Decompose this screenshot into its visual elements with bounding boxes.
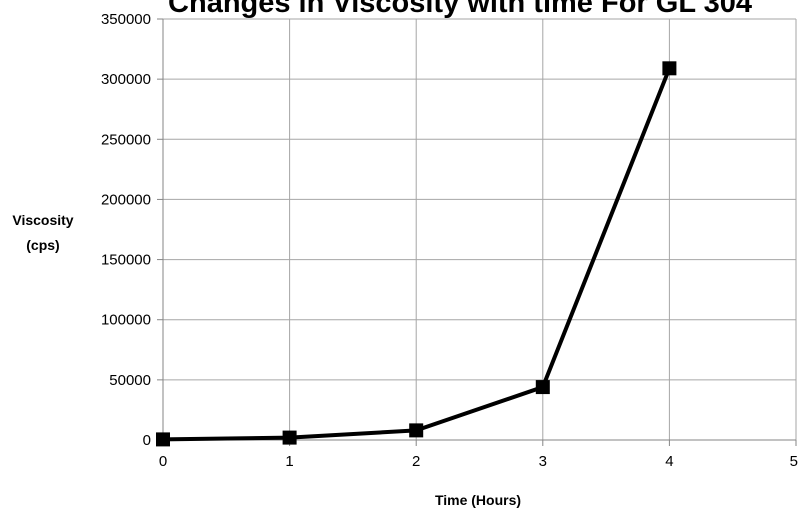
x-tick-label: 0	[159, 453, 167, 470]
y-axis-tick-labels: 0 50000 100000 150000 200000 250000 300000 3500…	[101, 11, 151, 449]
data-point-marker	[282, 430, 297, 445]
y-tick-label: 0	[143, 432, 151, 449]
series-viscosity	[156, 61, 677, 447]
data-point-marker	[662, 61, 677, 76]
x-tick-label: 4	[665, 453, 673, 470]
data-point-marker	[409, 423, 424, 438]
y-tick-label: 350000	[101, 11, 151, 28]
y-tick-label: 100000	[101, 312, 151, 329]
x-axis-tick-labels: 0 1 2 3 4 5	[159, 453, 798, 470]
axes	[157, 18, 797, 446]
chart-title: Changes in Viscosity with time For GL 30…	[168, 0, 752, 19]
x-axis-label: Time (Hours)	[435, 492, 521, 508]
y-tick-label: 300000	[101, 71, 151, 88]
x-tick-label: 1	[285, 453, 293, 470]
y-tick-label: 200000	[101, 191, 151, 208]
y-axis-label-line-1: Viscosity	[12, 212, 73, 228]
data-point-marker	[156, 432, 170, 447]
x-tick-label: 3	[539, 453, 547, 470]
y-tick-label: 250000	[101, 131, 151, 148]
vertical-gridlines	[289, 19, 797, 440]
x-tick-label: 5	[790, 453, 798, 470]
y-axis-label-line-2: (cps)	[26, 237, 59, 253]
y-tick-label: 50000	[109, 372, 151, 389]
y-tick-label: 150000	[101, 252, 151, 269]
horizontal-gridlines	[163, 18, 796, 381]
data-point-marker	[535, 380, 550, 395]
x-tick-label: 2	[412, 453, 420, 470]
